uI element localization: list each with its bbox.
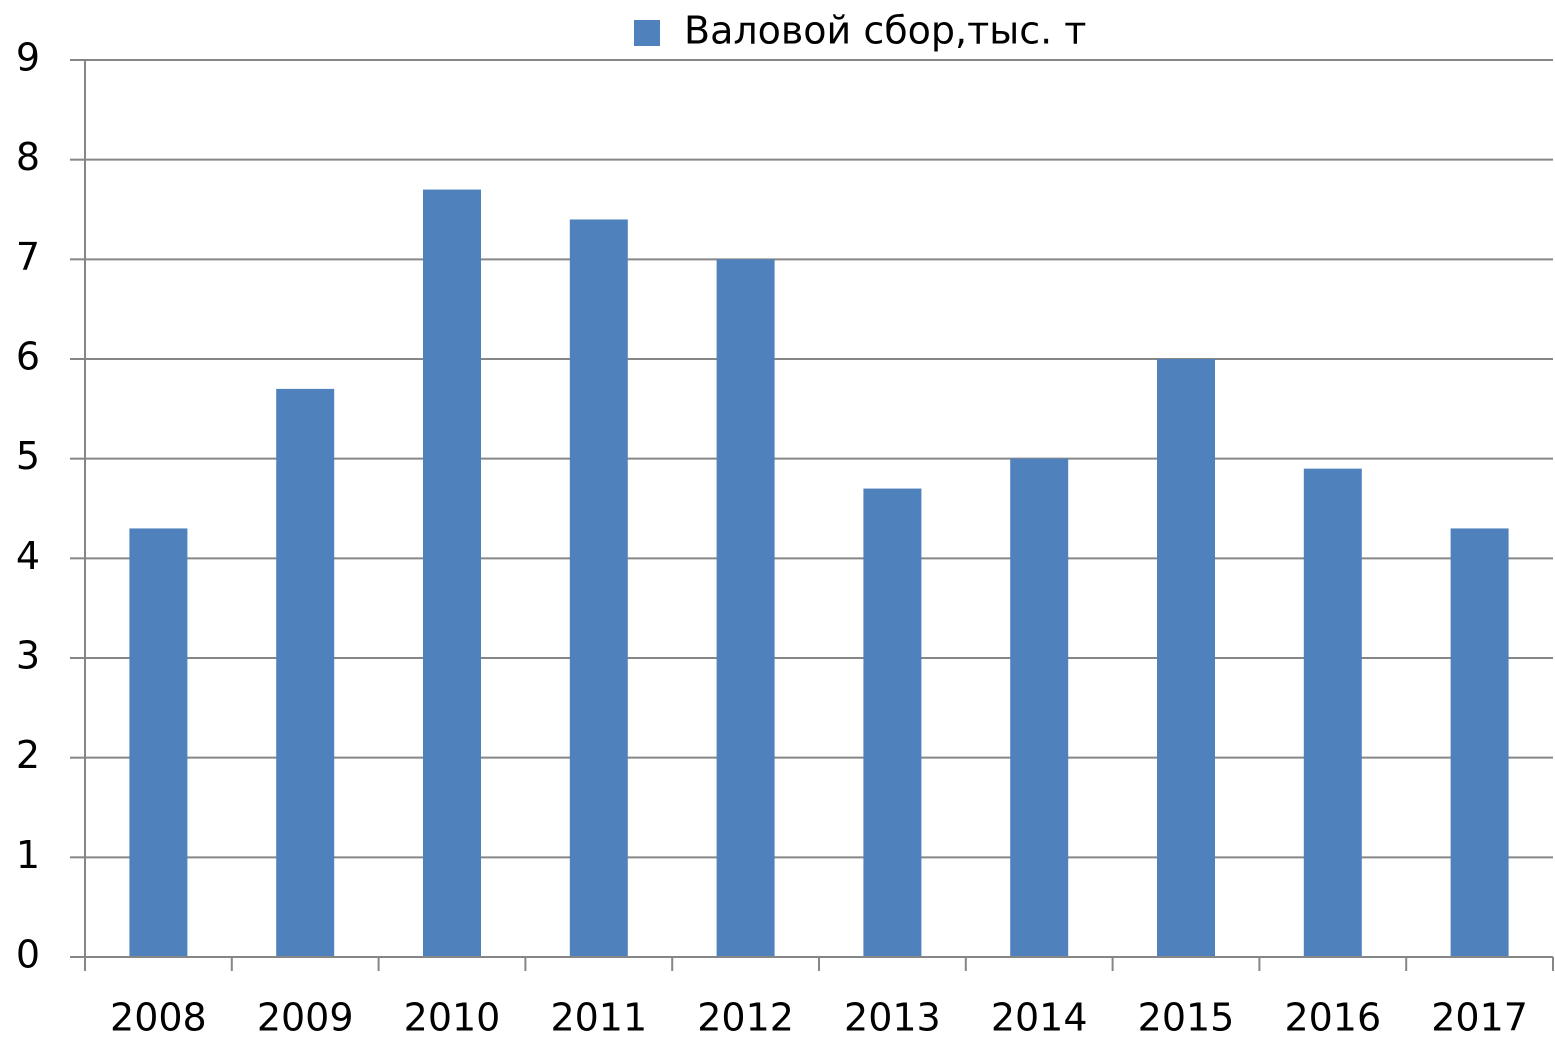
legend-swatch — [634, 20, 660, 46]
y-tick-label: 4 — [16, 534, 40, 578]
y-tick-label: 6 — [16, 335, 40, 379]
y-tick-label: 3 — [16, 634, 40, 678]
x-tick-label: 2014 — [991, 996, 1088, 1039]
y-tick-label: 9 — [16, 36, 40, 80]
bar — [569, 219, 628, 957]
x-tick-label: 2008 — [110, 996, 207, 1039]
x-tick-label: 2010 — [404, 996, 501, 1039]
bar — [129, 528, 188, 957]
bar — [423, 189, 481, 958]
x-tick-label: 2009 — [257, 996, 354, 1039]
bar — [1010, 458, 1069, 957]
y-tick-label: 5 — [16, 434, 40, 478]
x-tick-label: 2012 — [697, 996, 794, 1039]
bar — [1303, 468, 1362, 957]
x-tick-label: 2013 — [844, 996, 941, 1039]
y-tick-label: 2 — [16, 733, 40, 777]
legend-label: Валовой сбор,тыс. т — [684, 9, 1086, 53]
x-tick-label: 2011 — [550, 996, 647, 1039]
y-tick-label: 1 — [16, 833, 40, 877]
y-tick-label: 7 — [16, 235, 40, 279]
x-tick-label: 2017 — [1431, 996, 1528, 1039]
x-tick-label: 2015 — [1138, 996, 1235, 1039]
bar — [1157, 359, 1215, 957]
x-tick-label: 2016 — [1284, 996, 1381, 1039]
bar — [863, 488, 922, 957]
y-tick-label: 8 — [16, 135, 40, 179]
bar — [276, 388, 335, 957]
y-tick-label: 0 — [16, 933, 40, 977]
bar — [1450, 528, 1509, 957]
bar — [716, 259, 775, 957]
